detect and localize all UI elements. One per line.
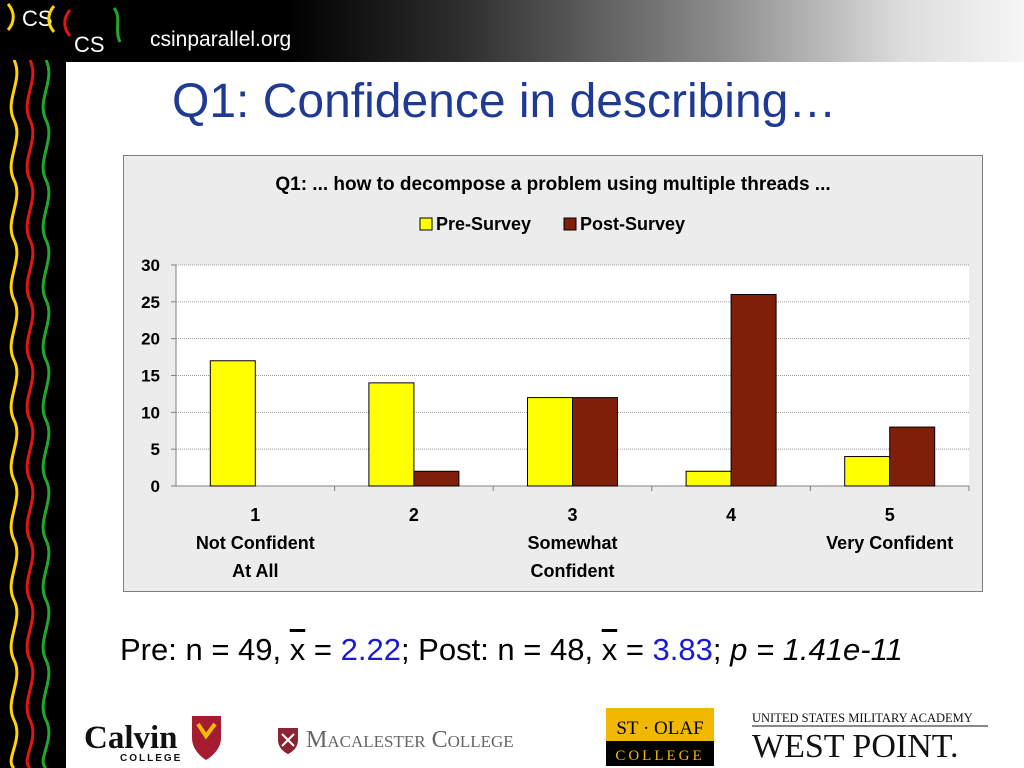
- legend-label-1: Pre-Survey: [436, 214, 531, 234]
- bar-post-4: [730, 293, 777, 487]
- legend-swatch-1: [419, 217, 433, 231]
- site-url: csinparallel.org: [150, 28, 292, 51]
- mean-symbol-2: x: [601, 632, 618, 667]
- bar-pre-5: [844, 456, 891, 487]
- stats-line: Pre: n = 49, x = 2.22; Post: n = 48, x =…: [120, 632, 903, 668]
- chart-title: Q1: ... how to decompose a problem using…: [275, 174, 830, 195]
- x-category-label: 1: [250, 505, 260, 525]
- west-point-main: WEST POINT.: [752, 728, 959, 764]
- west-point-top: UNITED STATES MILITARY ACADEMY: [752, 711, 973, 725]
- west-point-logo: UNITED STATES MILITARY ACADEMY WEST POIN…: [752, 711, 988, 764]
- calvin-logo: Calvin COLLEGE: [84, 716, 221, 764]
- y-tick-label: 5: [151, 440, 160, 459]
- bar-pre-3: [527, 397, 573, 487]
- header-bar: [0, 0, 1024, 62]
- bar-pre-2: [368, 382, 415, 487]
- calvin-shield-mark-icon: [196, 722, 217, 740]
- x-category-label: Very Confident: [826, 533, 953, 553]
- bar-pre-4: [685, 470, 732, 487]
- bar-pre-1: [209, 360, 256, 487]
- bar-chart: Q1: ... how to decompose a problem using…: [141, 174, 970, 581]
- x-category-label: At All: [232, 561, 278, 581]
- bar-post-5: [889, 426, 936, 487]
- pre-mean: 2.22: [340, 632, 401, 667]
- stats-eq: =: [305, 632, 341, 667]
- st-olaf-logo: ST · OLAF COLLEGE: [606, 708, 714, 766]
- x-category-label: Somewhat: [527, 533, 617, 553]
- bar-post-3: [572, 397, 618, 487]
- stats-mid: ; Post: n = 48,: [400, 632, 602, 667]
- x-category-label: 5: [885, 505, 895, 525]
- stats-sep: ;: [712, 632, 731, 667]
- x-category-label: 2: [409, 505, 419, 525]
- stats-pre: Pre: n = 49,: [120, 632, 290, 667]
- macalester-logo: Macalester College: [278, 727, 514, 754]
- st-olaf-top: ST · OLAF: [616, 718, 703, 739]
- csinparallel-logo: CS CS: [6, 3, 122, 57]
- y-tick-label: 25: [141, 293, 160, 312]
- legend-label-2: Post-Survey: [580, 214, 685, 234]
- slide-title: Q1: Confidence in describing…: [172, 75, 837, 128]
- post-mean: 3.83: [652, 632, 713, 667]
- x-category-label: Confident: [531, 561, 615, 581]
- stats-eq-2: =: [617, 632, 653, 667]
- y-tick-label: 0: [151, 477, 160, 496]
- calvin-sub: COLLEGE: [120, 753, 182, 764]
- st-olaf-bottom: COLLEGE: [615, 748, 704, 764]
- x-category-label: 3: [567, 505, 577, 525]
- decorative-squiggles: [9, 60, 51, 768]
- y-tick-label: 20: [141, 330, 160, 349]
- y-tick-label: 10: [141, 403, 160, 422]
- bar-post-2: [413, 470, 460, 487]
- calvin-name: Calvin: [84, 720, 178, 756]
- logo-text-2: CS: [74, 32, 105, 57]
- x-category-label: Not Confident: [196, 533, 315, 553]
- y-tick-label: 30: [141, 256, 160, 275]
- mean-symbol: x: [289, 632, 306, 667]
- legend-swatch-2: [563, 217, 577, 231]
- macalester-name: Macalester College: [306, 727, 514, 753]
- x-category-label: 4: [726, 505, 736, 525]
- chart-area: Q1: ... how to decompose a problem using…: [123, 155, 983, 592]
- p-value: p = 1.41e-11: [730, 632, 903, 667]
- y-tick-label: 15: [141, 367, 160, 386]
